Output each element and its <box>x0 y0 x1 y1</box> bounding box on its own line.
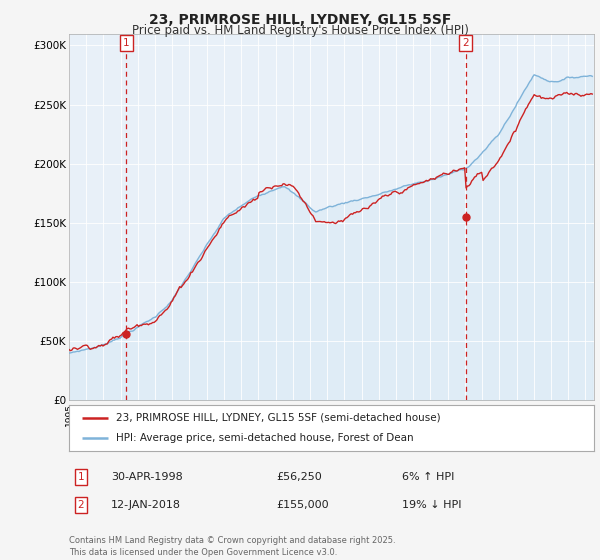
Text: 2: 2 <box>77 500 85 510</box>
Text: 30-APR-1998: 30-APR-1998 <box>111 472 183 482</box>
Text: £155,000: £155,000 <box>276 500 329 510</box>
Text: 23, PRIMROSE HILL, LYDNEY, GL15 5SF (semi-detached house): 23, PRIMROSE HILL, LYDNEY, GL15 5SF (sem… <box>116 413 441 423</box>
Text: 23, PRIMROSE HILL, LYDNEY, GL15 5SF: 23, PRIMROSE HILL, LYDNEY, GL15 5SF <box>149 13 451 27</box>
Text: 2: 2 <box>462 38 469 48</box>
Text: 6% ↑ HPI: 6% ↑ HPI <box>402 472 454 482</box>
Text: £56,250: £56,250 <box>276 472 322 482</box>
Text: 1: 1 <box>123 38 130 48</box>
Text: Contains HM Land Registry data © Crown copyright and database right 2025.
This d: Contains HM Land Registry data © Crown c… <box>69 536 395 557</box>
Text: 19% ↓ HPI: 19% ↓ HPI <box>402 500 461 510</box>
Text: HPI: Average price, semi-detached house, Forest of Dean: HPI: Average price, semi-detached house,… <box>116 433 414 443</box>
Text: Price paid vs. HM Land Registry's House Price Index (HPI): Price paid vs. HM Land Registry's House … <box>131 24 469 36</box>
Text: 12-JAN-2018: 12-JAN-2018 <box>111 500 181 510</box>
Text: 1: 1 <box>77 472 85 482</box>
